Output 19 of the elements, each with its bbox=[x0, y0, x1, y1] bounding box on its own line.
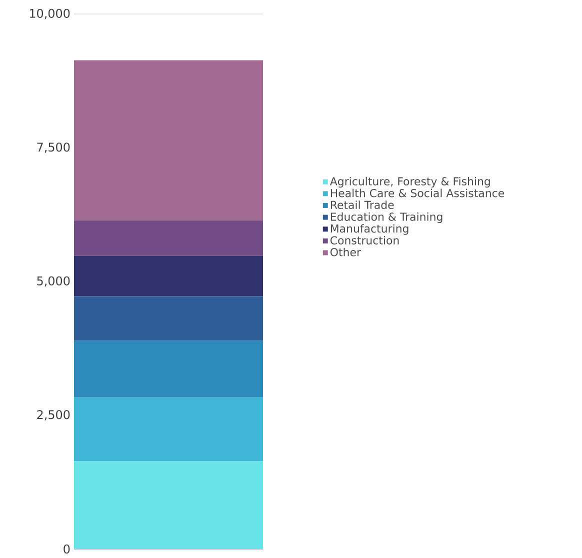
legend-label: Construction bbox=[330, 236, 399, 244]
legend-label: Retail Trade bbox=[330, 200, 394, 210]
y-tick-label: 7,500 bbox=[37, 142, 70, 153]
y-tick-label: 2,500 bbox=[37, 410, 70, 420]
y-tick-label: 0 bbox=[64, 544, 70, 554]
bar bbox=[74, 256, 264, 296]
bar bbox=[74, 60, 264, 220]
legend-label: Health Care & Social Assistance bbox=[330, 188, 504, 198]
bar bbox=[74, 220, 264, 256]
legend-label: Education & Training bbox=[330, 212, 442, 223]
bar bbox=[74, 397, 264, 462]
bar bbox=[74, 296, 264, 341]
legend-label: Manufacturing bbox=[330, 224, 408, 235]
y-tick-label: 10,000 bbox=[30, 8, 70, 20]
y-tick-label: 5,000 bbox=[37, 276, 70, 287]
bar bbox=[74, 340, 264, 398]
legend-label: Other bbox=[330, 248, 361, 256]
legend-label: Agriculture, Foresty & Fishing bbox=[330, 176, 490, 188]
bar bbox=[74, 461, 264, 549]
